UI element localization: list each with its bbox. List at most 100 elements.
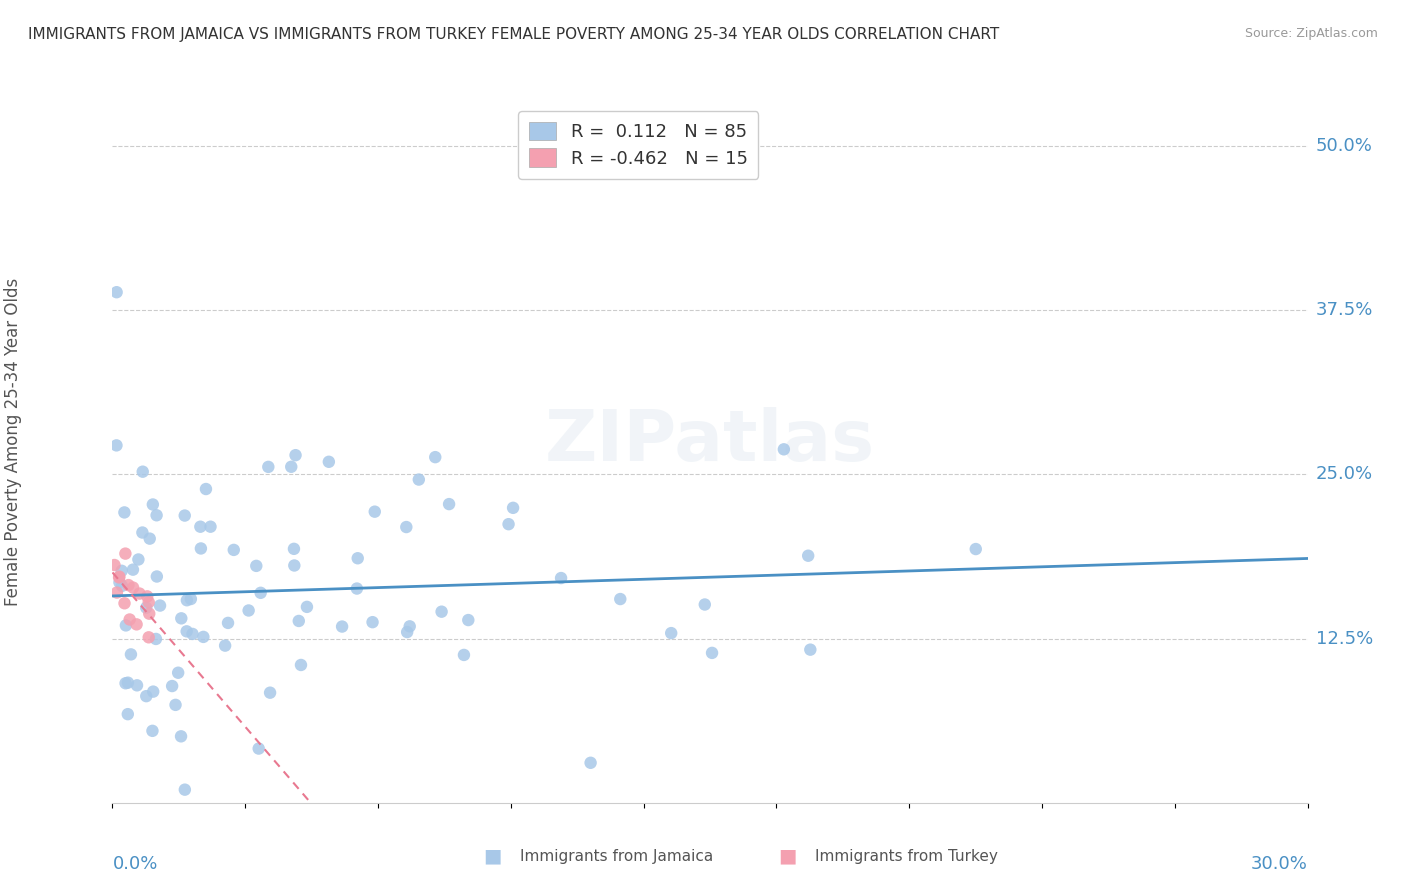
Point [318, 455, 340, 469]
Point [395, 520, 418, 534]
Point [122, 563, 145, 577]
Point [135, 689, 157, 703]
Point [245, 558, 267, 573]
Point [138, 630, 160, 644]
Text: IMMIGRANTS FROM JAMAICA VS IMMIGRANTS FROM TURKEY FEMALE POVERTY AMONG 25-34 YEA: IMMIGRANTS FROM JAMAICA VS IMMIGRANTS FR… [28, 27, 1000, 42]
Point [173, 782, 195, 797]
Point [609, 592, 631, 607]
Text: 37.5%: 37.5% [1316, 301, 1372, 319]
Point [128, 586, 150, 600]
Point [160, 679, 183, 693]
Text: 0.0%: 0.0% [112, 855, 157, 873]
Point [502, 500, 524, 515]
Point [799, 642, 821, 657]
Point [138, 532, 160, 546]
Point [965, 542, 987, 557]
Point [295, 599, 318, 614]
Text: 12.5%: 12.5% [1316, 630, 1372, 648]
Text: 25.0%: 25.0% [1316, 466, 1372, 483]
Point [408, 473, 430, 487]
Point [396, 625, 419, 640]
Point [146, 569, 169, 583]
Point [117, 675, 139, 690]
Point [111, 564, 134, 578]
Point [167, 665, 190, 680]
Point [125, 617, 148, 632]
Point [141, 723, 163, 738]
Point [280, 459, 302, 474]
Point [238, 603, 260, 617]
Point [138, 595, 160, 609]
Text: Immigrants from Turkey: Immigrants from Turkey [815, 849, 998, 863]
Point [430, 605, 453, 619]
Point [142, 498, 165, 512]
Point [222, 542, 245, 557]
Point [132, 465, 155, 479]
Point [457, 613, 479, 627]
Point [165, 698, 187, 712]
Point [105, 585, 128, 599]
Point [173, 508, 195, 523]
Point [290, 657, 312, 672]
Text: 50.0%: 50.0% [1316, 137, 1372, 155]
Point [346, 551, 368, 566]
Point [437, 497, 460, 511]
Point [288, 614, 311, 628]
Text: Source: ZipAtlas.com: Source: ZipAtlas.com [1244, 27, 1378, 40]
Point [105, 285, 128, 300]
Point [117, 578, 139, 592]
Point [145, 632, 167, 646]
Point [257, 459, 280, 474]
Point [103, 558, 125, 572]
Point [247, 741, 270, 756]
Point [398, 619, 420, 633]
Point [180, 592, 202, 607]
Point [194, 482, 217, 496]
Point [249, 586, 271, 600]
Point [112, 505, 135, 519]
Text: ■: ■ [482, 847, 502, 866]
Point [108, 575, 131, 590]
Point [136, 590, 159, 604]
Point [131, 525, 153, 540]
Point [190, 519, 212, 533]
Point [114, 676, 136, 690]
Point [170, 611, 193, 625]
Point [217, 615, 239, 630]
Point [181, 627, 204, 641]
Legend: R =  0.112   N = 85, R = -0.462   N = 15: R = 0.112 N = 85, R = -0.462 N = 15 [519, 111, 758, 178]
Text: Immigrants from Jamaica: Immigrants from Jamaica [520, 849, 713, 863]
Point [108, 569, 131, 583]
Point [125, 678, 148, 692]
Text: 30.0%: 30.0% [1251, 855, 1308, 873]
Text: Female Poverty Among 25-34 Year Olds: Female Poverty Among 25-34 Year Olds [4, 277, 22, 606]
Point [145, 508, 167, 523]
Point [550, 571, 572, 585]
Point [118, 613, 141, 627]
Point [659, 626, 682, 640]
Point [200, 519, 222, 533]
Point [190, 541, 212, 556]
Point [114, 596, 136, 610]
Point [346, 582, 368, 596]
Point [138, 607, 160, 621]
Point [797, 549, 820, 563]
Point [120, 648, 142, 662]
Point [693, 598, 716, 612]
Point [114, 547, 136, 561]
Point [142, 684, 165, 698]
Point [105, 438, 128, 452]
Point [283, 541, 305, 556]
Point [170, 729, 193, 743]
Point [193, 630, 215, 644]
Point [700, 646, 723, 660]
Point [361, 615, 384, 629]
Point [108, 570, 131, 584]
Point [498, 517, 520, 532]
Point [579, 756, 602, 770]
Point [122, 581, 145, 595]
Point [111, 579, 134, 593]
Point [425, 450, 447, 464]
Point [115, 618, 138, 632]
Point [364, 505, 387, 519]
